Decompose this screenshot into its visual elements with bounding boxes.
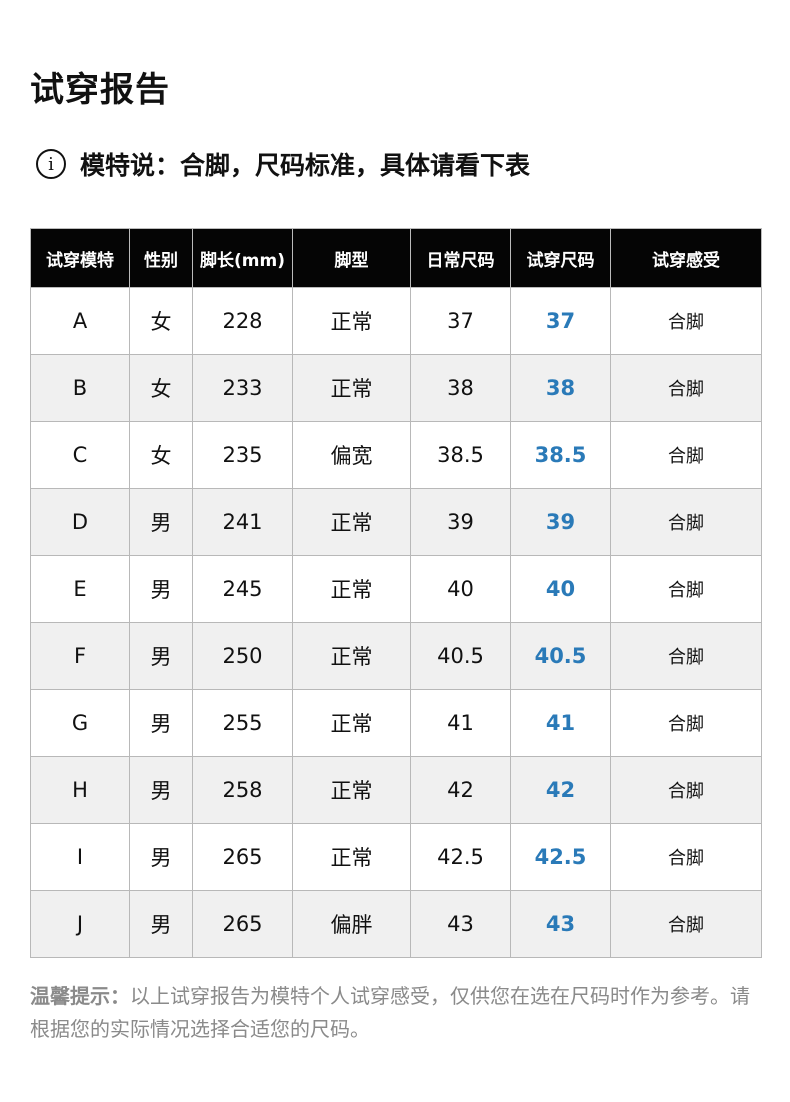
foot-type-cell: 正常 (292, 756, 411, 824)
column-header: 试穿模特 (30, 228, 130, 288)
usual-size-cell: 42.5 (410, 823, 511, 891)
table-row: D 男 241 正常 39 39 合脚 (30, 488, 762, 556)
tip-label: 温馨提示： (30, 984, 130, 1008)
model-cell: A (30, 287, 130, 355)
foot-length-cell: 258 (192, 756, 293, 824)
gender-cell: 男 (129, 890, 193, 958)
model-cell: F (30, 622, 130, 690)
fit-feel-cell: 合脚 (610, 689, 762, 757)
usual-size-cell: 37 (410, 287, 511, 355)
foot-length-cell: 233 (192, 354, 293, 422)
foot-length-cell: 228 (192, 287, 293, 355)
gender-cell: 女 (129, 287, 193, 355)
fit-feel-cell: 合脚 (610, 287, 762, 355)
usual-size-cell: 40.5 (410, 622, 511, 690)
table-row: C 女 235 偏宽 38.5 38.5 合脚 (30, 421, 762, 489)
fit-feel-cell: 合脚 (610, 756, 762, 824)
tip-text: 以上试穿报告为模特个人试穿感受，仅供您在选在尺码时作为参考。请根据您的实际情况选… (30, 984, 750, 1041)
column-header: 日常尺码 (410, 228, 511, 288)
model-note: i 模特说：合脚，尺码标准，具体请看下表 (36, 146, 530, 182)
table-row: E 男 245 正常 40 40 合脚 (30, 555, 762, 623)
model-cell: E (30, 555, 130, 623)
gender-cell: 女 (129, 421, 193, 489)
column-header: 性别 (129, 228, 193, 288)
trial-size-cell: 40.5 (510, 622, 611, 690)
trial-size-cell: 43 (510, 890, 611, 958)
foot-length-cell: 241 (192, 488, 293, 556)
gender-cell: 男 (129, 756, 193, 824)
trial-size-cell: 38 (510, 354, 611, 422)
table-row: I 男 265 正常 42.5 42.5 合脚 (30, 823, 762, 891)
column-header: 脚型 (292, 228, 411, 288)
gender-cell: 男 (129, 622, 193, 690)
table-row: G 男 255 正常 41 41 合脚 (30, 689, 762, 757)
foot-type-cell: 偏胖 (292, 890, 411, 958)
gender-cell: 男 (129, 689, 193, 757)
foot-type-cell: 正常 (292, 287, 411, 355)
table-row: J 男 265 偏胖 43 43 合脚 (30, 890, 762, 958)
trial-size-cell: 37 (510, 287, 611, 355)
trial-size-cell: 42.5 (510, 823, 611, 891)
foot-type-cell: 正常 (292, 823, 411, 891)
table-row: A 女 228 正常 37 37 合脚 (30, 287, 762, 355)
trial-size-cell: 42 (510, 756, 611, 824)
foot-type-cell: 正常 (292, 488, 411, 556)
table-row: H 男 258 正常 42 42 合脚 (30, 756, 762, 824)
fit-feel-cell: 合脚 (610, 354, 762, 422)
trial-size-cell: 39 (510, 488, 611, 556)
model-cell: I (30, 823, 130, 891)
foot-type-cell: 正常 (292, 689, 411, 757)
usual-size-cell: 38 (410, 354, 511, 422)
model-note-text: 模特说：合脚，尺码标准，具体请看下表 (80, 151, 531, 180)
model-cell: G (30, 689, 130, 757)
fit-feel-cell: 合脚 (610, 890, 762, 958)
fit-feel-cell: 合脚 (610, 488, 762, 556)
model-cell: C (30, 421, 130, 489)
fit-report-table: 试穿模特 性别 脚长(mm) 脚型 日常尺码 试穿尺码 试穿感受 A 女 228 正常 37 37 合脚… (30, 228, 762, 958)
foot-length-cell: 250 (192, 622, 293, 690)
foot-type-cell: 偏宽 (292, 421, 411, 489)
table-header-row: 试穿模特 性别 脚长(mm) 脚型 日常尺码 试穿尺码 试穿感受 (30, 228, 762, 288)
table-row: F 男 250 正常 40.5 40.5 合脚 (30, 622, 762, 690)
usual-size-cell: 42 (410, 756, 511, 824)
trial-size-cell: 41 (510, 689, 611, 757)
fit-feel-cell: 合脚 (610, 421, 762, 489)
usual-size-cell: 40 (410, 555, 511, 623)
model-cell: B (30, 354, 130, 422)
foot-length-cell: 265 (192, 823, 293, 891)
usual-size-cell: 43 (410, 890, 511, 958)
gender-cell: 男 (129, 823, 193, 891)
fit-feel-cell: 合脚 (610, 823, 762, 891)
trial-size-cell: 38.5 (510, 421, 611, 489)
foot-length-cell: 255 (192, 689, 293, 757)
foot-length-cell: 245 (192, 555, 293, 623)
gender-cell: 女 (129, 354, 193, 422)
info-icon: i (36, 149, 66, 179)
usual-size-cell: 41 (410, 689, 511, 757)
fit-feel-cell: 合脚 (610, 622, 762, 690)
foot-length-cell: 235 (192, 421, 293, 489)
gender-cell: 男 (129, 555, 193, 623)
model-cell: J (30, 890, 130, 958)
table-row: B 女 233 正常 38 38 合脚 (30, 354, 762, 422)
gender-cell: 男 (129, 488, 193, 556)
foot-length-cell: 265 (192, 890, 293, 958)
fit-feel-cell: 合脚 (610, 555, 762, 623)
usual-size-cell: 39 (410, 488, 511, 556)
foot-type-cell: 正常 (292, 354, 411, 422)
tip: 温馨提示：以上试穿报告为模特个人试穿感受，仅供您在选在尺码时作为参考。请根据您的… (30, 980, 760, 1046)
page-title: 试穿报告 (30, 70, 170, 110)
model-cell: H (30, 756, 130, 824)
foot-type-cell: 正常 (292, 622, 411, 690)
foot-type-cell: 正常 (292, 555, 411, 623)
column-header: 试穿感受 (610, 228, 762, 288)
usual-size-cell: 38.5 (410, 421, 511, 489)
model-cell: D (30, 488, 130, 556)
column-header: 脚长(mm) (192, 228, 293, 288)
trial-size-cell: 40 (510, 555, 611, 623)
column-header: 试穿尺码 (510, 228, 611, 288)
